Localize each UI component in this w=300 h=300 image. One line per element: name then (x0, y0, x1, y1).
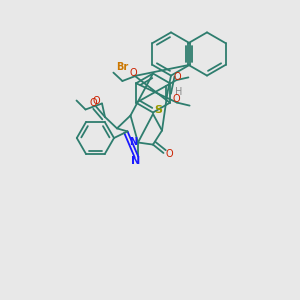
Text: O: O (93, 96, 101, 106)
Text: Br: Br (116, 62, 128, 73)
Text: O: O (173, 72, 181, 82)
Text: S: S (154, 105, 162, 116)
Text: N: N (129, 136, 138, 147)
Text: H: H (175, 86, 182, 97)
Text: O: O (130, 68, 137, 78)
Text: O: O (89, 98, 97, 108)
Text: N: N (131, 155, 140, 166)
Text: O: O (166, 148, 173, 159)
Text: O: O (172, 94, 180, 104)
